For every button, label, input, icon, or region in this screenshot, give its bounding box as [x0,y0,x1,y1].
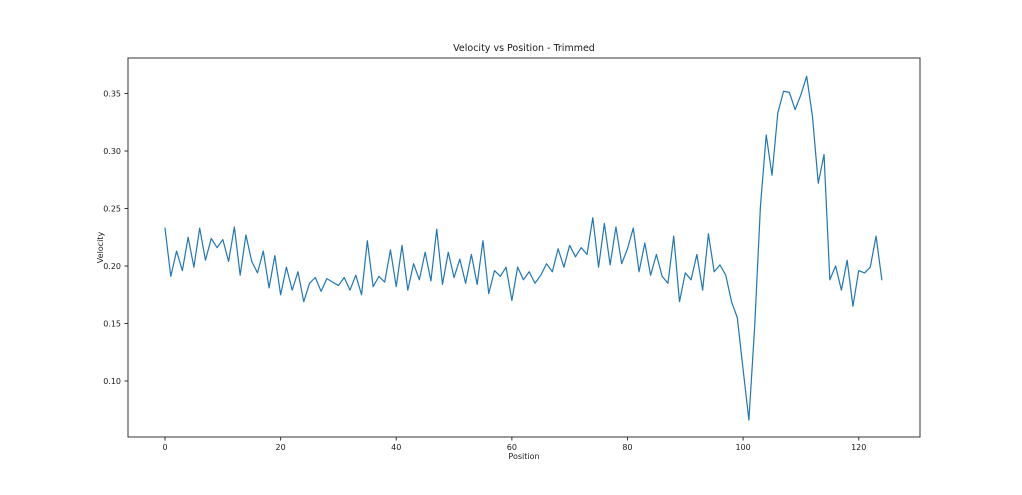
y-tick-label: 0.20 [103,262,121,271]
x-tick-label: 0 [162,443,167,452]
y-tick-label: 0.35 [103,89,121,98]
x-axis-label: Position [508,452,539,461]
plot-area [127,57,921,438]
y-tick-label: 0.15 [103,319,121,328]
x-tick-label: 80 [622,443,632,452]
data-line [164,75,883,421]
x-tick-label: 120 [851,443,866,452]
y-tick-label: 0.10 [103,377,121,386]
y-tick-label: 0.25 [103,204,121,213]
x-tick-label: 20 [276,443,286,452]
y-axis-label: Velocity [96,232,105,264]
x-tick-label: 100 [735,443,750,452]
x-tick-label: 60 [507,443,517,452]
y-tick-label: 0.30 [103,147,121,156]
chart-title: Velocity vs Position - Trimmed [453,43,595,54]
stats-block: stddev=0.04212170922935443 mean=0.208295… [6,457,142,495]
x-tick-label: 40 [391,443,401,452]
